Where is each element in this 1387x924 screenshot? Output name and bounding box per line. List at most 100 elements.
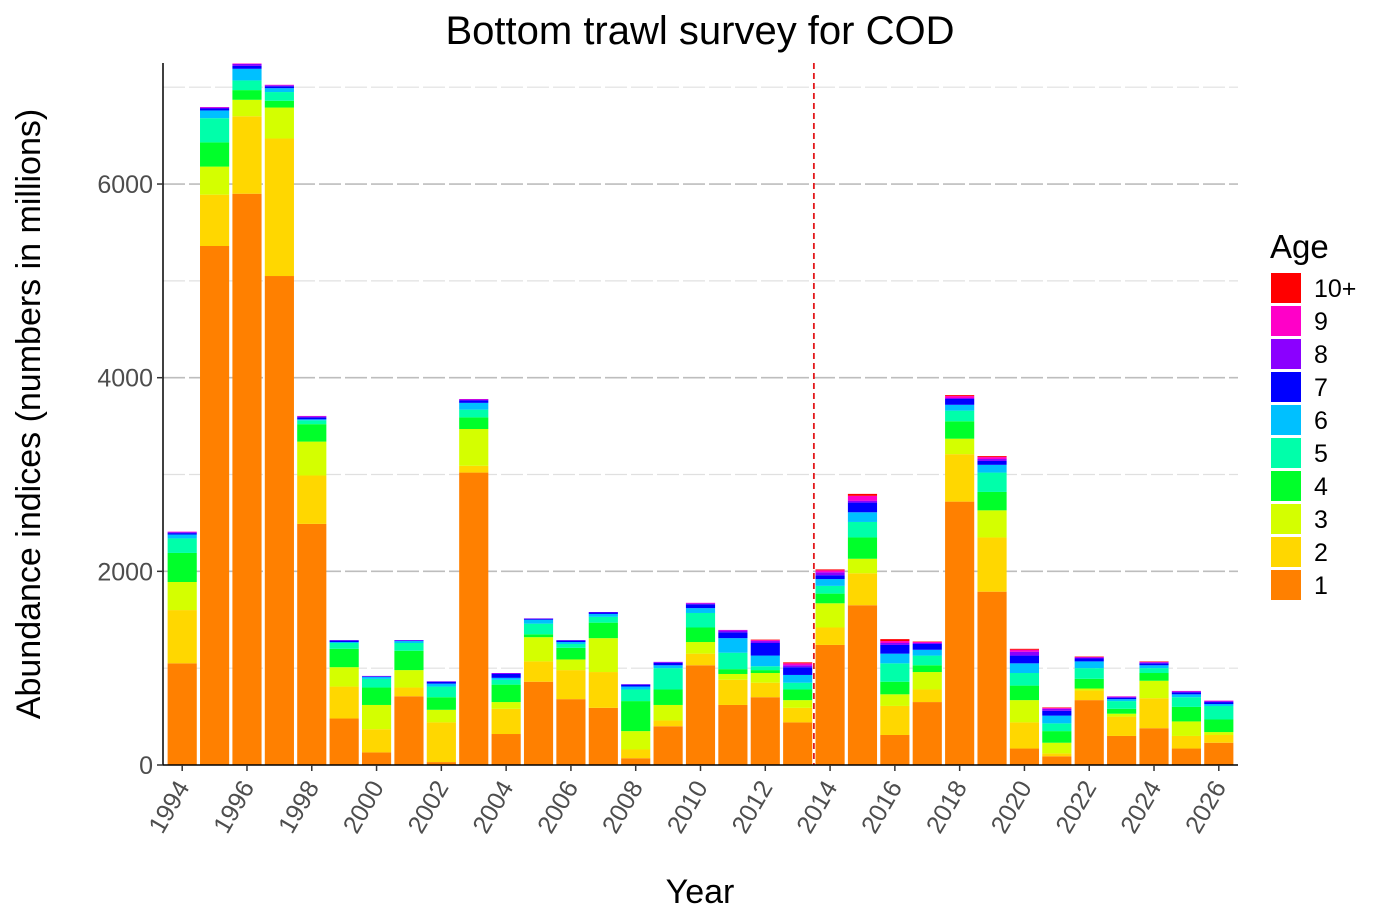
bar-segment-2006-age-1 bbox=[556, 699, 586, 765]
bar-segment-2026-age-8 bbox=[1204, 701, 1234, 703]
legend-swatch-5 bbox=[1271, 438, 1301, 468]
bar-segment-1995-age-8 bbox=[200, 107, 230, 109]
legend-swatch-9 bbox=[1271, 306, 1301, 336]
legend-swatch-8 bbox=[1271, 339, 1301, 369]
bar-segment-2013-age-5 bbox=[783, 682, 813, 690]
bar-segment-1997-age-5 bbox=[264, 92, 294, 101]
bar-segment-1997-age-7 bbox=[264, 86, 294, 89]
bar-segment-2009-age-4 bbox=[653, 689, 683, 705]
bar-segment-2024-age-8 bbox=[1139, 662, 1169, 664]
bar-segment-2000-age-6 bbox=[361, 676, 392, 679]
bar-segment-2020-age-5 bbox=[1009, 673, 1040, 686]
bar-segment-2006-age-4 bbox=[556, 647, 586, 660]
legend-swatch-1 bbox=[1271, 570, 1301, 600]
bar-segment-2012-age-1 bbox=[750, 697, 780, 765]
bar-segment-2021-age-7 bbox=[1042, 710, 1072, 716]
bar-segment-2015-age-1 bbox=[847, 605, 878, 765]
bar-segment-2005-age-6 bbox=[523, 619, 554, 624]
bar-segment-2022-age-5 bbox=[1074, 668, 1104, 679]
x-tick-label: 1996 bbox=[208, 776, 260, 838]
bar-segment-1994-age-7 bbox=[167, 533, 197, 535]
bar-segment-2014-age-6 bbox=[815, 579, 845, 586]
bar-segment-1996-age-6 bbox=[232, 68, 262, 81]
bar-segment-2018-age-10plus bbox=[945, 395, 975, 397]
bar-segment-2013-age-1 bbox=[783, 722, 813, 765]
bar-segment-2020-age-8 bbox=[1009, 651, 1040, 656]
bar-segment-2020-age-6 bbox=[1009, 663, 1040, 674]
bar-segment-2009-age-8 bbox=[653, 661, 683, 663]
legend-title: Age bbox=[1270, 228, 1329, 265]
bar-segment-2015-age-5 bbox=[847, 521, 878, 538]
x-tick-label: 2000 bbox=[338, 776, 390, 838]
bar-segment-1994-age-5 bbox=[167, 538, 197, 553]
bar-segment-2018-age-9 bbox=[945, 396, 975, 399]
bar-segment-2008-age-2 bbox=[621, 749, 651, 759]
bar-segment-2018-age-1 bbox=[945, 501, 975, 765]
legend-label-3: 3 bbox=[1314, 506, 1328, 534]
bar-segment-2000-age-3 bbox=[361, 704, 392, 730]
y-ticks: 0 2000 4000 6000 bbox=[97, 171, 163, 780]
bar-segment-2022-age-6 bbox=[1074, 661, 1104, 669]
bar-segment-2021-age-8 bbox=[1042, 708, 1072, 711]
bar-segment-2017-age-7 bbox=[912, 643, 942, 650]
bar-segment-2026-age-3 bbox=[1204, 732, 1234, 735]
x-tick-label: 1994 bbox=[143, 776, 195, 838]
bar-segment-2022-age-1 bbox=[1074, 700, 1104, 765]
bar-segment-2025-age-5 bbox=[1171, 697, 1201, 707]
bar-segment-2010-age-7 bbox=[685, 604, 716, 609]
bar-segment-2024-age-5 bbox=[1139, 668, 1169, 674]
bar-segment-2025-age-3 bbox=[1171, 721, 1201, 736]
bar-segment-2003-age-1 bbox=[459, 472, 489, 765]
bar-segment-2013-age-6 bbox=[783, 674, 813, 683]
bar-segment-2015-age-7 bbox=[847, 502, 878, 513]
bar-segment-2016-age-4 bbox=[880, 681, 910, 695]
bar-segment-2005-age-4 bbox=[523, 634, 554, 638]
bar-segment-2012-age-8 bbox=[750, 641, 780, 643]
bar-segment-2026-age-7 bbox=[1204, 702, 1234, 704]
bar-segment-2018-age-7 bbox=[945, 398, 975, 405]
bar-segment-2000-age-2 bbox=[361, 729, 392, 753]
bar-segment-2008-age-3 bbox=[621, 731, 651, 750]
bar-segment-2011-age-3 bbox=[718, 673, 748, 680]
bar-segment-2007-age-7 bbox=[588, 612, 618, 614]
bar-segment-2004-age-4 bbox=[491, 684, 521, 703]
bar-segment-2018-age-6 bbox=[945, 404, 975, 411]
bar-segment-2024-age-4 bbox=[1139, 673, 1169, 681]
bar-segment-2006-age-3 bbox=[556, 659, 586, 671]
bar-segment-2019-age-1 bbox=[977, 591, 1007, 765]
bar-segment-2009-age-2 bbox=[653, 720, 683, 727]
x-axis-label: Year bbox=[666, 873, 735, 911]
legend-swatch-3 bbox=[1271, 504, 1301, 534]
bar-segment-2016-age-7 bbox=[880, 644, 910, 654]
bar-segment-2014-age-5 bbox=[815, 585, 845, 594]
bar-segment-1997-age-1 bbox=[264, 276, 294, 765]
bar-segment-2009-age-6 bbox=[653, 665, 683, 669]
y-tick-label: 0 bbox=[139, 752, 153, 780]
bar-segment-1998-age-5 bbox=[297, 420, 327, 425]
legend-label-2: 2 bbox=[1314, 539, 1328, 567]
bar-segment-2015-age-9 bbox=[847, 495, 878, 501]
bar-segment-2007-age-2 bbox=[588, 672, 618, 708]
x-tick-label: 1998 bbox=[273, 776, 325, 838]
bar-segment-2017-age-1 bbox=[912, 702, 942, 765]
bar-segment-2008-age-4 bbox=[621, 701, 651, 732]
bar-segment-2008-age-5 bbox=[621, 689, 651, 702]
bar-segment-2010-age-5 bbox=[685, 612, 716, 628]
bar-segment-2016-age-2 bbox=[880, 705, 910, 735]
bar-segment-2014-age-7 bbox=[815, 575, 845, 580]
bar-segment-2001-age-1 bbox=[394, 696, 424, 765]
bar-segment-2002-age-5 bbox=[426, 686, 456, 698]
bar-segment-2002-age-3 bbox=[426, 709, 456, 723]
bar-segment-2020-age-4 bbox=[1009, 685, 1040, 701]
bar-segment-1998-age-3 bbox=[297, 441, 327, 476]
bar-segment-2022-age-8 bbox=[1074, 657, 1104, 659]
bar-segment-2002-age-6 bbox=[426, 683, 456, 687]
bar-segment-2003-age-6 bbox=[459, 402, 489, 410]
bar-segment-2009-age-5 bbox=[653, 668, 683, 690]
bar-segment-1999-age-1 bbox=[329, 718, 359, 765]
bar-segment-2019-age-2 bbox=[977, 537, 1007, 592]
bar-segment-2011-age-4 bbox=[718, 669, 748, 674]
bar-segment-2017-age-6 bbox=[912, 649, 942, 656]
bar-segment-1996-age-3 bbox=[232, 99, 262, 117]
